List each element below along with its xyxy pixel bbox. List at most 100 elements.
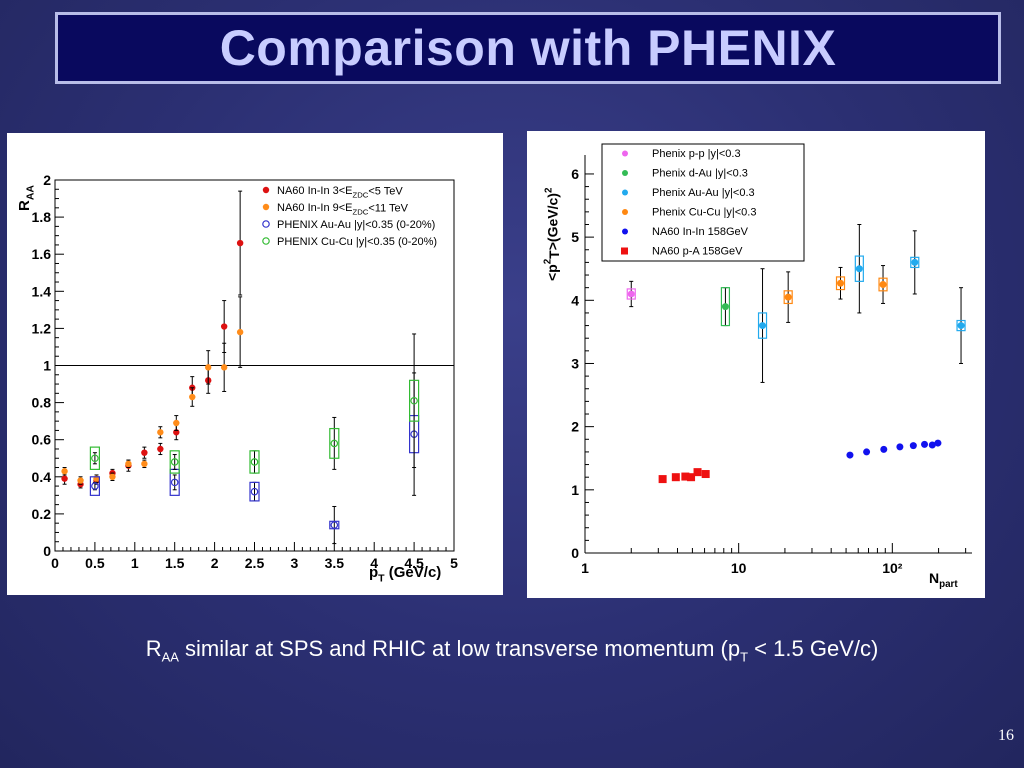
x-tick-label: 3.5 [325, 555, 345, 571]
caption-t-subscript: T [740, 649, 749, 665]
legend-marker [262, 186, 270, 194]
data-point [855, 265, 863, 273]
caption-r: R [145, 636, 162, 661]
data-point [170, 478, 179, 487]
data-point [627, 290, 635, 298]
data-point [250, 487, 259, 496]
legend-label-part: NA60 In-In 9<E [277, 202, 353, 214]
data-point [91, 482, 99, 490]
data-point [141, 449, 148, 456]
x-tick-label: 1 [581, 560, 589, 576]
systematic-box [329, 427, 340, 459]
data-point [220, 364, 228, 371]
systematic-box [89, 476, 101, 496]
legend-marker [622, 150, 628, 157]
data-point [125, 460, 132, 468]
data-point [701, 470, 710, 479]
data-point [863, 448, 871, 456]
y-axis-title: RAA [16, 185, 37, 211]
legend-label: Phenix p-p |y|<0.3 [652, 148, 741, 160]
legend-label-part: NA60 In-In 3<E [277, 185, 353, 197]
x-axis-title-part: (GeV/c) [385, 564, 442, 581]
data-point [759, 322, 767, 330]
data-point [896, 443, 904, 451]
legend-label-part: ZDC [353, 207, 369, 216]
x-tick-label: 1.5 [165, 555, 185, 571]
y-tick-label: 0.8 [32, 395, 52, 411]
x-axis-title-part: T [378, 573, 385, 585]
series-phenix-cucu [783, 265, 888, 323]
legend-box [601, 143, 805, 262]
y-tick-label: 0 [43, 543, 51, 559]
x-tick-label: 10 [731, 560, 747, 576]
x-tick-label: 1 [131, 555, 139, 571]
legend-label: PHENIX Au-Au |y|<0.35 (0-20%) [277, 219, 435, 231]
data-point [693, 468, 702, 477]
data-point [934, 439, 942, 447]
series-phenix-pp [626, 280, 636, 308]
y-tick-label: 1.4 [32, 283, 52, 299]
data-point [880, 445, 888, 453]
legend: Phenix p-p |y|<0.3 Phenix d-Au |y|<0.3 Phe… [601, 143, 805, 262]
legend-label: Phenix d-Au |y|<0.3 [652, 168, 748, 180]
y-axis-title: <p2T>(GeV/c)2 [543, 187, 563, 281]
legend-marker [262, 237, 270, 245]
x-axis-title-part: N [929, 570, 939, 586]
x-tick-label: 4.5 [404, 555, 424, 571]
y-tick-label: 1.8 [32, 209, 52, 225]
y-tick-label: 0.4 [32, 469, 52, 485]
data-point [909, 442, 917, 450]
y-axis-title-part: 2 [543, 258, 554, 264]
x-axis-title: pT (GeV/c) [369, 564, 441, 585]
systematic-box [835, 276, 846, 291]
data-point [330, 521, 339, 529]
x-tick-label: 3 [291, 555, 299, 571]
legend-marker [622, 170, 628, 176]
data-point [173, 419, 180, 427]
y-axis-title-part: R [16, 200, 33, 211]
pt2-chart-panel: 0 1 2 3 4 5 6 1 10 10² <p2T>(GeV/c)2 Npart Phenix p-… [527, 131, 985, 598]
data-point [921, 440, 929, 448]
series-phenix-auau [757, 223, 966, 383]
data-point [205, 364, 212, 371]
y-axis-title-part: T [546, 250, 562, 259]
systematic-box [757, 312, 768, 339]
data-point [671, 473, 680, 482]
x-tick-label: 0 [51, 555, 59, 571]
data-point [837, 279, 845, 287]
legend-marker [262, 220, 270, 228]
x-tick-label: 10² [882, 560, 903, 576]
x-axis-title-part: p [369, 564, 378, 581]
caption-main: similar at SPS and RHIC at low transvers… [178, 636, 741, 661]
systematic-box [783, 290, 793, 305]
systematic-box [910, 256, 920, 269]
legend-label: NA60 In-In 9<EZDC<11 TeV [277, 202, 409, 216]
page-number: 16 [998, 727, 1014, 744]
x-tick-label: 4 [370, 555, 378, 571]
data-point [61, 475, 68, 482]
legend-marker [621, 247, 628, 255]
legend-marker [622, 209, 628, 215]
title-box: Comparison with PHENIX [55, 12, 1001, 84]
legend-label: NA60 In-In 3<EZDC<5 TeV [277, 185, 403, 199]
data-point [109, 473, 116, 480]
data-point [157, 429, 164, 436]
data-point [911, 258, 919, 266]
legend-marker [262, 203, 270, 211]
legend-label-part: <5 TeV [368, 185, 403, 197]
y-tick-label: 5 [571, 229, 579, 245]
data-point [846, 451, 854, 459]
legend-label: PHENIX Cu-Cu |y|<0.35 (0-20%) [277, 236, 437, 248]
page-title: Comparison with PHENIX [219, 20, 837, 76]
x-tick-label: 2 [211, 555, 219, 571]
y-tick-label: 1 [571, 482, 579, 498]
slide-caption: RAA similar at SPS and RHIC at low trans… [0, 636, 1024, 664]
systematic-box [956, 319, 966, 332]
legend-label: Phenix Cu-Cu |y|<0.3 [652, 207, 756, 219]
caption-aa-subscript: AA [161, 649, 179, 665]
y-axis-title-part: >(GeV/c) [545, 193, 561, 250]
y-tick-label: 3 [571, 355, 579, 371]
systematic-box [626, 288, 636, 300]
data-point [157, 445, 164, 453]
data-point [61, 468, 68, 475]
